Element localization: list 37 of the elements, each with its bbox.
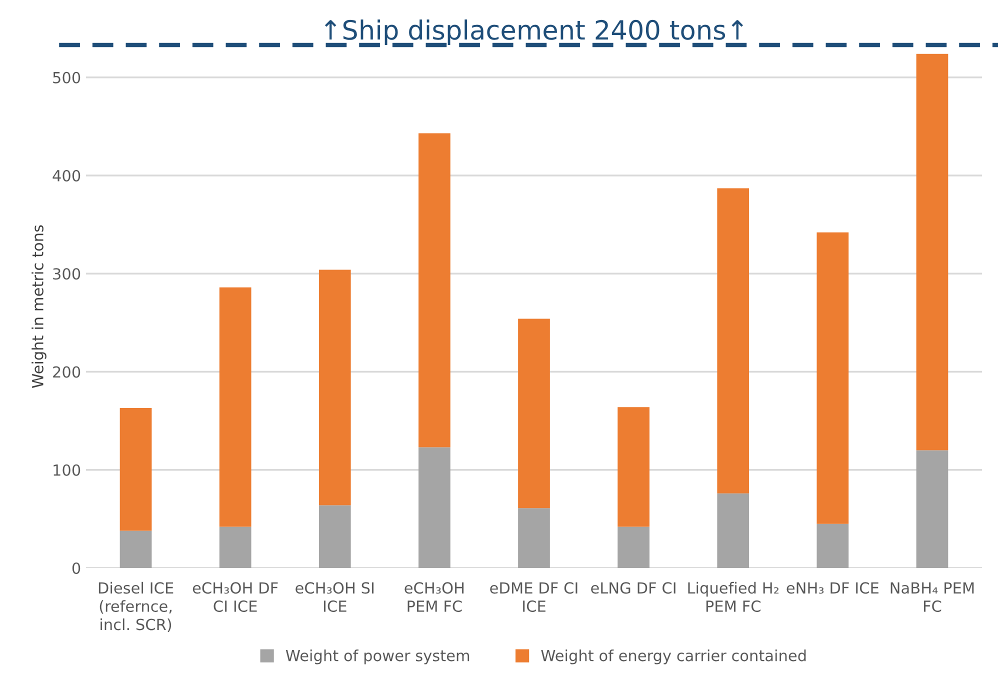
bar bbox=[916, 54, 948, 450]
x-tick-label: eCH₃OH DF CI ICE bbox=[192, 582, 278, 612]
x-tick-label: Liquefied H₂ PEM FC bbox=[688, 582, 779, 612]
bar bbox=[816, 232, 849, 524]
x-tick-label: eNH₃ DF ICE bbox=[786, 582, 878, 594]
bar bbox=[219, 287, 252, 527]
y-axis-title: Weight in metric tons bbox=[32, 225, 46, 388]
bar bbox=[418, 447, 450, 568]
y-tick-label: 500 bbox=[53, 72, 80, 84]
y-tick-label: 400 bbox=[52, 170, 80, 182]
y-tick-label: 100 bbox=[54, 464, 80, 476]
bar bbox=[816, 524, 849, 568]
x-tick-label: eCH₃OH SI ICE bbox=[296, 582, 374, 612]
x-tick-label: Diesel ICE (refernce, incl. SCR) bbox=[98, 582, 174, 632]
bar bbox=[916, 450, 948, 568]
y-tick-label: 200 bbox=[53, 366, 80, 378]
bar bbox=[318, 270, 351, 506]
bar bbox=[120, 530, 152, 568]
bar bbox=[717, 188, 750, 494]
ref-line-label: ↑Ship displacement 2400 tons↑ bbox=[324, 19, 744, 45]
bar bbox=[618, 407, 650, 527]
bar bbox=[418, 133, 450, 448]
bar bbox=[518, 508, 550, 568]
bar bbox=[518, 318, 550, 508]
bar bbox=[717, 493, 750, 568]
bar bbox=[219, 526, 252, 568]
y-tick-label: 300 bbox=[53, 268, 80, 280]
legend-label: Weight of power system bbox=[286, 650, 470, 664]
x-tick-label: eCH₃OH PEM FC bbox=[404, 582, 464, 612]
bar bbox=[318, 505, 351, 568]
x-tick-label: eDME DF CI ICE bbox=[490, 582, 578, 612]
x-tick-label: eLNG DF CI bbox=[591, 582, 676, 594]
x-tick-label: NaBH₄ PEM FC bbox=[890, 582, 974, 612]
bar bbox=[618, 526, 650, 568]
legend-label: Weight of energy carrier contained bbox=[541, 650, 806, 664]
y-tick-label: 0 bbox=[72, 562, 80, 574]
bar bbox=[120, 408, 152, 531]
